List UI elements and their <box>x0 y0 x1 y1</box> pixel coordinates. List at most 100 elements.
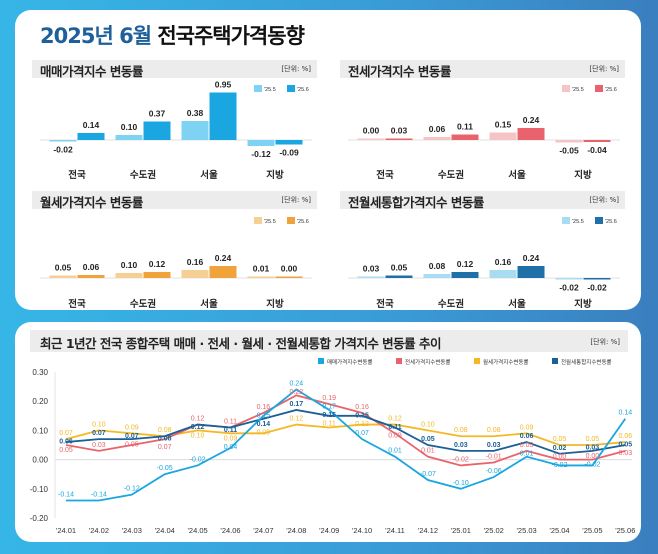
category-label: 서울 <box>508 169 526 181</box>
legend-label: '25.6 <box>605 219 617 225</box>
series-line <box>66 388 627 502</box>
point-value-label: 0.08 <box>158 436 172 443</box>
legend-label: '25.5 <box>264 219 276 225</box>
legend-swatch <box>287 217 295 224</box>
bar-value-label: 0.24 <box>523 253 540 263</box>
bar <box>583 278 611 280</box>
bar-value-label: 0.12 <box>149 259 166 269</box>
category-label: 수도권 <box>438 169 464 181</box>
bar <box>275 276 303 278</box>
legend-swatch <box>287 85 295 92</box>
legend-swatch <box>595 217 603 224</box>
legend-label: 전월세통합지수변동률 <box>561 358 612 366</box>
unit-label: [단위: %] <box>589 65 619 73</box>
point-value-label: 0.07 <box>125 433 139 440</box>
point-value-label: -0.10 <box>453 480 469 487</box>
point-value-label: 0.01 <box>388 448 402 455</box>
point-value-label: 0.11 <box>323 421 336 428</box>
point-value-label: 0.08 <box>454 427 468 434</box>
bar <box>555 278 583 280</box>
point-value-label: 0.11 <box>224 418 237 425</box>
jeonse-change-panel: 전세가격지수 변동률 [단위: %] '25.5 '25.6 0.00 0.03 전국 0.… <box>340 60 625 185</box>
point-value-label: 0.08 <box>158 427 172 434</box>
y-tick-label: -0.20 <box>30 514 49 523</box>
category-label: 수도권 <box>438 298 464 310</box>
point-value-label: 0.06 <box>618 433 632 440</box>
point-value-label: 0.09 <box>125 424 139 431</box>
point-value-label: 0.12 <box>289 416 303 423</box>
bar-value-label: 0.24 <box>215 253 232 263</box>
bar-chart: '25.5 '25.6 0.03 0.05 전국 0.08 0.12 수도권 0.16 0.24 서… <box>348 217 620 310</box>
x-tick-label: '24.03 <box>122 526 142 535</box>
y-tick-label: 0.30 <box>32 368 48 377</box>
x-tick-label: '24.02 <box>89 526 109 535</box>
x-tick-label: '24.08 <box>286 526 306 535</box>
bar <box>489 132 517 140</box>
bar <box>115 135 143 140</box>
bar-value-label: 0.03 <box>391 126 408 136</box>
point-value-label: -0.02 <box>453 456 469 463</box>
x-tick-label: '24.01 <box>56 526 76 535</box>
y-tick-label: 0.20 <box>32 397 48 406</box>
bar <box>247 140 275 146</box>
point-value-label: 0.12 <box>388 416 402 423</box>
bar-chart: '25.5 '25.6 0.05 0.06 전국 0.10 0.12 수도권 0.16 0.24 서… <box>40 217 312 310</box>
point-value-label: 0.05 <box>421 436 435 443</box>
legend-swatch <box>318 358 324 364</box>
point-value-label: 0.09 <box>257 429 271 436</box>
bar-value-label: 0.16 <box>495 257 512 267</box>
point-value-label: 0.16 <box>257 404 271 411</box>
point-value-label: 0.00 <box>586 453 600 460</box>
unit-label: [단위: %] <box>281 65 311 73</box>
x-tick-label: '24.06 <box>220 526 240 535</box>
point-value-label: 0.09 <box>520 424 534 431</box>
bar-value-label: 0.10 <box>121 260 138 270</box>
legend-swatch <box>254 217 262 224</box>
bar <box>115 273 143 278</box>
bar <box>517 128 545 140</box>
series-line <box>65 394 626 467</box>
legend-swatch <box>474 358 480 364</box>
bar-value-label: -0.02 <box>53 145 73 155</box>
bar-value-label: -0.12 <box>251 149 271 159</box>
point-value-label: -0.14 <box>58 491 74 498</box>
x-tick-label: '24.10 <box>352 526 372 535</box>
bar-value-label: -0.09 <box>279 148 299 158</box>
category-label: 수도권 <box>130 298 156 310</box>
trend-header: 최근 1년간 전국 종합주택 매매 · 전세 · 월세 · 전월세통합 가격지수… <box>30 330 628 352</box>
point-value-label: 0.02 <box>553 445 567 452</box>
point-value-label: 0.16 <box>355 404 369 411</box>
bar <box>209 92 237 140</box>
point-value-label: 0.24 <box>289 381 303 388</box>
bar <box>247 276 275 278</box>
monthly-rent-change-panel: 월세가격지수 변동률 [단위: %] '25.5 '25.6 0.05 0.06 전국 0.… <box>32 191 317 316</box>
x-tick-label: '24.09 <box>319 526 339 535</box>
point-value-label: 0.08 <box>487 427 501 434</box>
bar-value-label: 0.00 <box>363 126 380 136</box>
category-label: 지방 <box>266 298 284 310</box>
bar <box>357 276 385 278</box>
unit-label: [단위: %] <box>590 338 620 346</box>
bar-value-label: 0.03 <box>363 264 380 274</box>
legend-label: 월세가격지수변동률 <box>483 358 529 366</box>
x-tick-label: '25.04 <box>549 526 569 535</box>
category-label: 지방 <box>574 298 592 310</box>
point-value-label: 0.09 <box>224 435 238 442</box>
category-label: 서울 <box>200 169 218 181</box>
legend-swatch <box>396 358 402 364</box>
point-value-label: 0.09 <box>388 433 402 440</box>
point-value-label: -0.02 <box>584 462 600 469</box>
x-tick-label: '24.04 <box>155 526 175 535</box>
x-tick-label: '25.02 <box>484 526 504 535</box>
point-value-label: 0.07 <box>59 430 73 437</box>
legend-label: '25.5 <box>572 219 584 225</box>
bar-value-label: 0.95 <box>215 80 232 90</box>
point-value-label: 0.14 <box>618 410 632 417</box>
unit-label: [단위: %] <box>281 196 311 204</box>
bar <box>555 140 583 143</box>
bar-value-label: 0.08 <box>429 261 446 271</box>
unit-label: [단위: %] <box>589 196 619 204</box>
point-value-label: -0.12 <box>124 486 140 493</box>
point-value-label: 0.03 <box>520 442 534 449</box>
category-label: 전국 <box>68 298 86 310</box>
